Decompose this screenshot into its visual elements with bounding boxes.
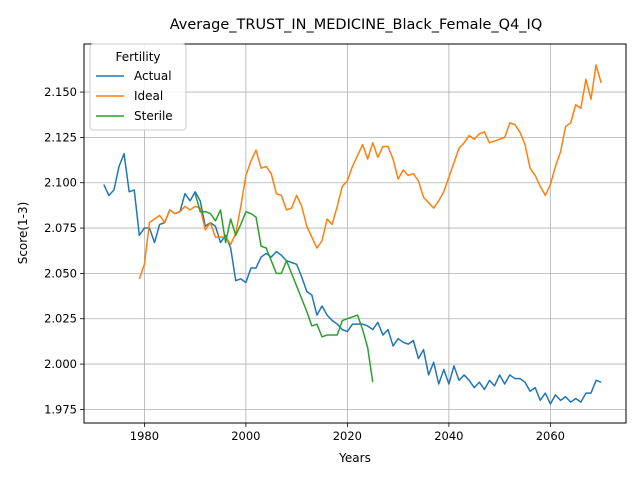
plot-frame	[83, 43, 627, 424]
legend-label-actual: Actual	[134, 69, 172, 83]
legend-label-ideal: Ideal	[134, 89, 163, 103]
x-tick-label: 2040	[434, 429, 463, 443]
x-tick-label: 2020	[333, 429, 362, 443]
series-line-actual	[103, 152, 602, 405]
x-tick-label: 2000	[231, 429, 260, 443]
plot-lines	[103, 64, 602, 405]
series-line-ideal	[138, 64, 602, 280]
y-tick-label: 2.050	[44, 266, 77, 280]
y-tick-label: 2.025	[44, 312, 77, 326]
legend-label-sterile: Sterile	[134, 109, 173, 123]
series-line-sterile	[194, 193, 374, 383]
y-tick-label: 1.975	[44, 402, 77, 416]
legend: Fertility Actual Ideal Sterile	[89, 43, 187, 131]
y-axis-label: Score(1-3)	[16, 202, 30, 265]
x-axis-label: Years	[338, 451, 371, 465]
x-tick-label: 2060	[536, 429, 565, 443]
chart-title: Average_TRUST_IN_MEDICINE_Black_Female_Q…	[170, 17, 543, 33]
y-tick-label: 2.075	[44, 221, 77, 235]
legend-box	[89, 43, 187, 131]
y-tick-label: 2.100	[44, 176, 77, 190]
y-tick-label: 2.150	[44, 85, 77, 99]
legend-title: Fertility	[115, 50, 160, 64]
x-tick-label: 1980	[130, 429, 159, 443]
y-tick-label: 2.125	[44, 130, 77, 144]
grid	[84, 44, 626, 423]
axis-ticks: 1980 2000 2020 2040 2060 1.975 2.000 2.025 2.050…	[44, 85, 565, 443]
y-tick-label: 2.000	[44, 357, 77, 371]
